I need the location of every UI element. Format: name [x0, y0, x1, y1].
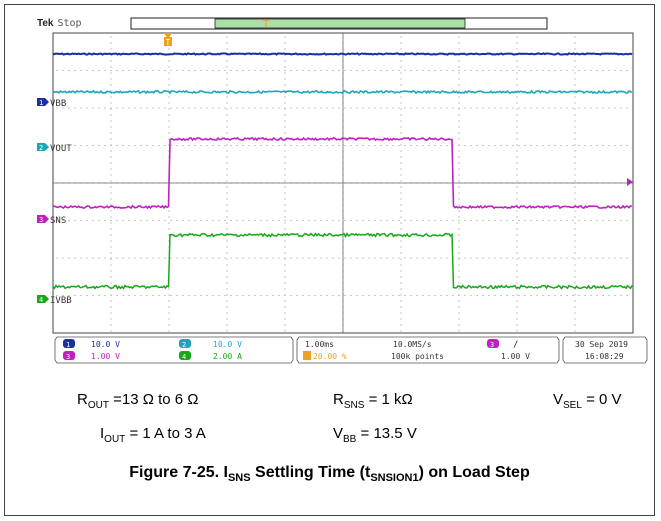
ch2-scale: 10.0 V [213, 340, 242, 349]
svg-text:4: 4 [39, 296, 43, 304]
scope-brand: Tek Stop [37, 18, 82, 29]
trigger-level: 1.00 V [501, 352, 530, 361]
trigger-source-badge [487, 339, 499, 348]
oscilloscope-screenshot: Tek Stop T T 1 VBB [33, 15, 655, 379]
trigger-source-num: 3 [490, 341, 494, 349]
ch4-badge-num: 4 [182, 353, 186, 361]
date-box [562, 336, 648, 364]
ch4-scale: 2.00 A [213, 352, 242, 361]
ch4-trace [52, 232, 633, 290]
v-bb-condition: VBB = 13.5 V [333, 425, 417, 445]
record-length: 100k points [391, 352, 444, 361]
ch3-marker: 3 [37, 215, 49, 224]
run-state: Stop [57, 18, 82, 29]
figure-caption: Figure 7-25. ISNS Settling Time (tSNSION… [129, 464, 530, 485]
ch3-badge-num: 3 [66, 353, 70, 361]
svg-text:3: 3 [39, 216, 43, 224]
v-sel-condition: VSEL = 0 V [553, 391, 622, 411]
ch1-scale: 10.0 V [91, 340, 120, 349]
ch3-scale: 1.00 V [91, 352, 120, 361]
ch3-trace [52, 136, 632, 210]
svg-text:1: 1 [39, 99, 43, 107]
ch4-badge [179, 351, 191, 360]
figure-frame: Tek Stop T T 1 VBB [4, 4, 655, 516]
ch4-label: IVBB [50, 296, 72, 306]
ch1-badge [63, 339, 75, 348]
ch2-marker: 2 [37, 143, 49, 152]
ch4-marker: 4 [37, 295, 49, 304]
trigger-level-marker [627, 178, 633, 186]
i-out-condition: IOUT = 1 A to 3 A [100, 425, 206, 445]
ch1-badge-num: 1 [66, 341, 70, 349]
svg-text:2: 2 [39, 144, 43, 152]
ch2-badge-num: 2 [182, 341, 186, 349]
scope-display: T T 1 VBB 2 VOUT [37, 17, 648, 364]
ch2-trace [52, 89, 633, 95]
sample-rate: 10.0MS/s [393, 340, 432, 349]
channel-scales-box [54, 336, 294, 364]
trigger-position-marker: T [164, 33, 172, 47]
trigger-pos-icon [303, 351, 311, 360]
time: 16:08:29 [585, 352, 624, 361]
ch3-label: SNS [50, 216, 66, 226]
r-sns-condition: RSNS = 1 kΩ [333, 391, 413, 411]
ch2-badge [179, 339, 191, 348]
trigger-slope-icon: ∕ [513, 340, 518, 350]
trigger-position: 20.00 % [313, 352, 347, 361]
r-out-condition: ROUT =13 Ω to 6 Ω [77, 391, 199, 411]
timebase: 1.00ms [305, 340, 334, 349]
record-trigger-marker: T [263, 19, 269, 30]
readout-bar: 1 10.0 V 2 10.0 V 3 1.00 V 4 2.00 A 1.00… [54, 336, 648, 364]
ch2-label: VOUT [50, 144, 72, 154]
ch1-trace [52, 52, 633, 56]
ch1-label: VBB [50, 99, 66, 109]
ch3-badge [63, 351, 75, 360]
date: 30 Sep 2019 [575, 340, 628, 349]
traces [52, 52, 633, 290]
brand-logo: Tek [37, 18, 54, 29]
svg-text:T: T [166, 38, 171, 47]
record-window [214, 18, 466, 29]
ch1-marker: 1 [37, 98, 49, 107]
